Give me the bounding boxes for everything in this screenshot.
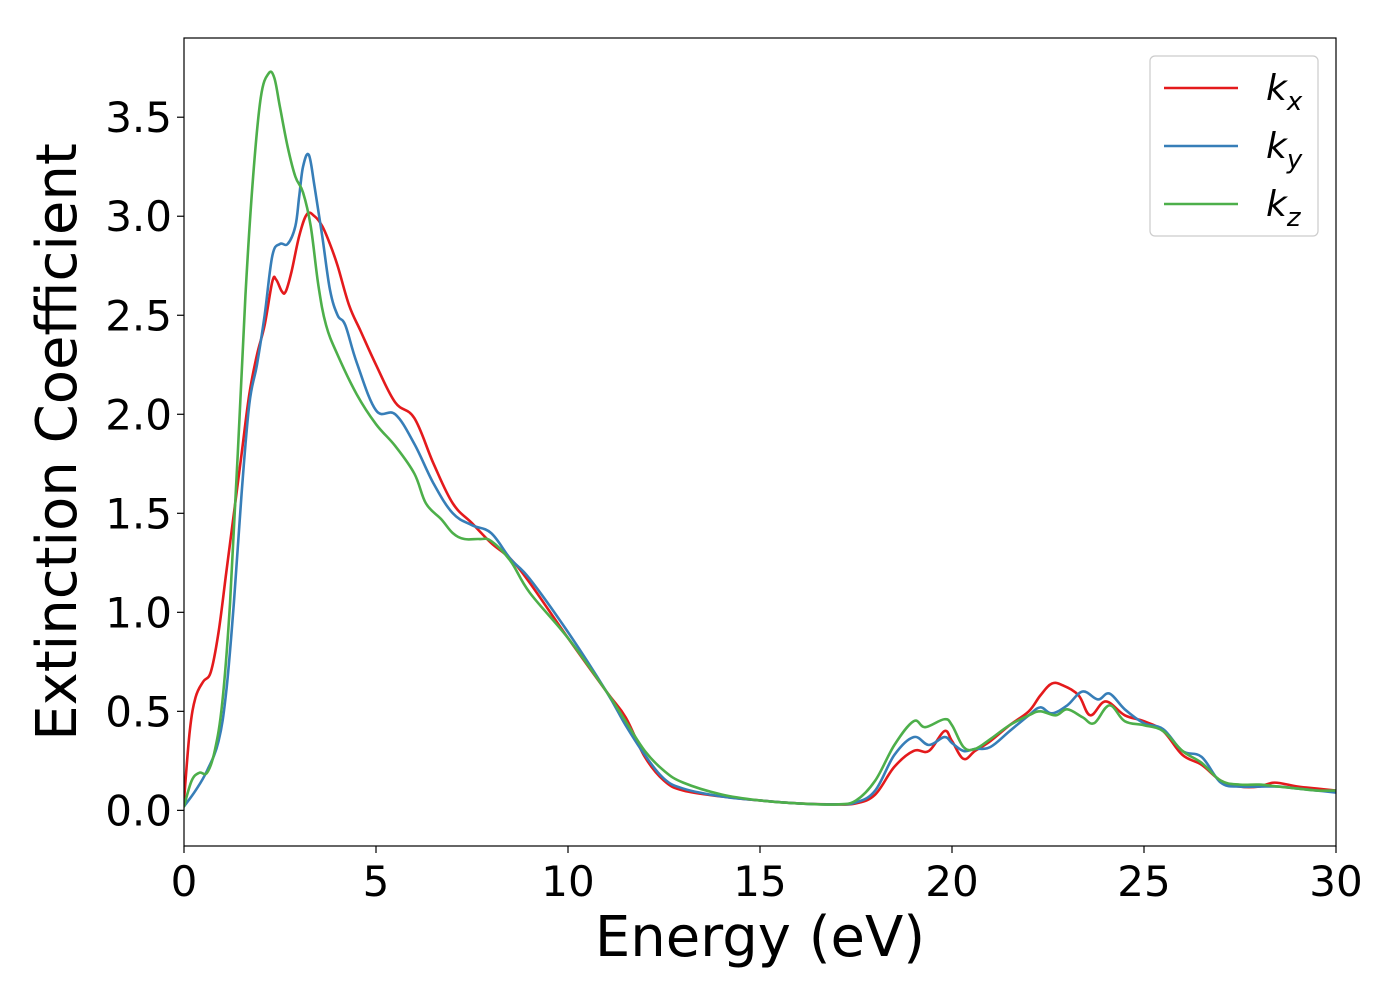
x-tick-label: 0 <box>171 857 198 906</box>
x-tick-label: 20 <box>925 857 978 906</box>
y-axis-title: Extinction Coefficient <box>25 143 90 741</box>
series-layer <box>184 70 1336 808</box>
y-tick-label: 2.5 <box>105 291 172 340</box>
x-tick-label: 5 <box>363 857 390 906</box>
x-tick-label: 15 <box>733 857 786 906</box>
series-line-ky <box>184 152 1336 808</box>
y-tick-label: 3.0 <box>105 192 172 241</box>
y-tick-label: 3.5 <box>105 93 172 142</box>
x-axis: 0 5 10 15 20 25 30 <box>171 846 1363 906</box>
y-tick-label: 1.5 <box>105 489 172 538</box>
y-tick-label: 0.0 <box>105 786 172 835</box>
y-tick-label: 2.0 <box>105 390 172 439</box>
y-tick-label: 1.0 <box>105 588 172 637</box>
legend-label-kz: kz <box>1266 184 1302 233</box>
legend-label-ky: ky <box>1266 126 1303 175</box>
x-tick-label: 25 <box>1117 857 1170 906</box>
x-axis-title: Energy (eV) <box>595 905 925 970</box>
series-line-kz <box>184 70 1336 808</box>
y-tick-label: 0.5 <box>105 687 172 736</box>
legend: kx ky kz <box>1149 55 1319 237</box>
x-tick-label: 10 <box>541 857 594 906</box>
x-tick-label: 30 <box>1309 857 1362 906</box>
legend-label-kx: kx <box>1266 68 1303 117</box>
y-axis: 0.0 0.5 1.0 1.5 2.0 2.5 3.0 3.5 <box>105 93 184 835</box>
